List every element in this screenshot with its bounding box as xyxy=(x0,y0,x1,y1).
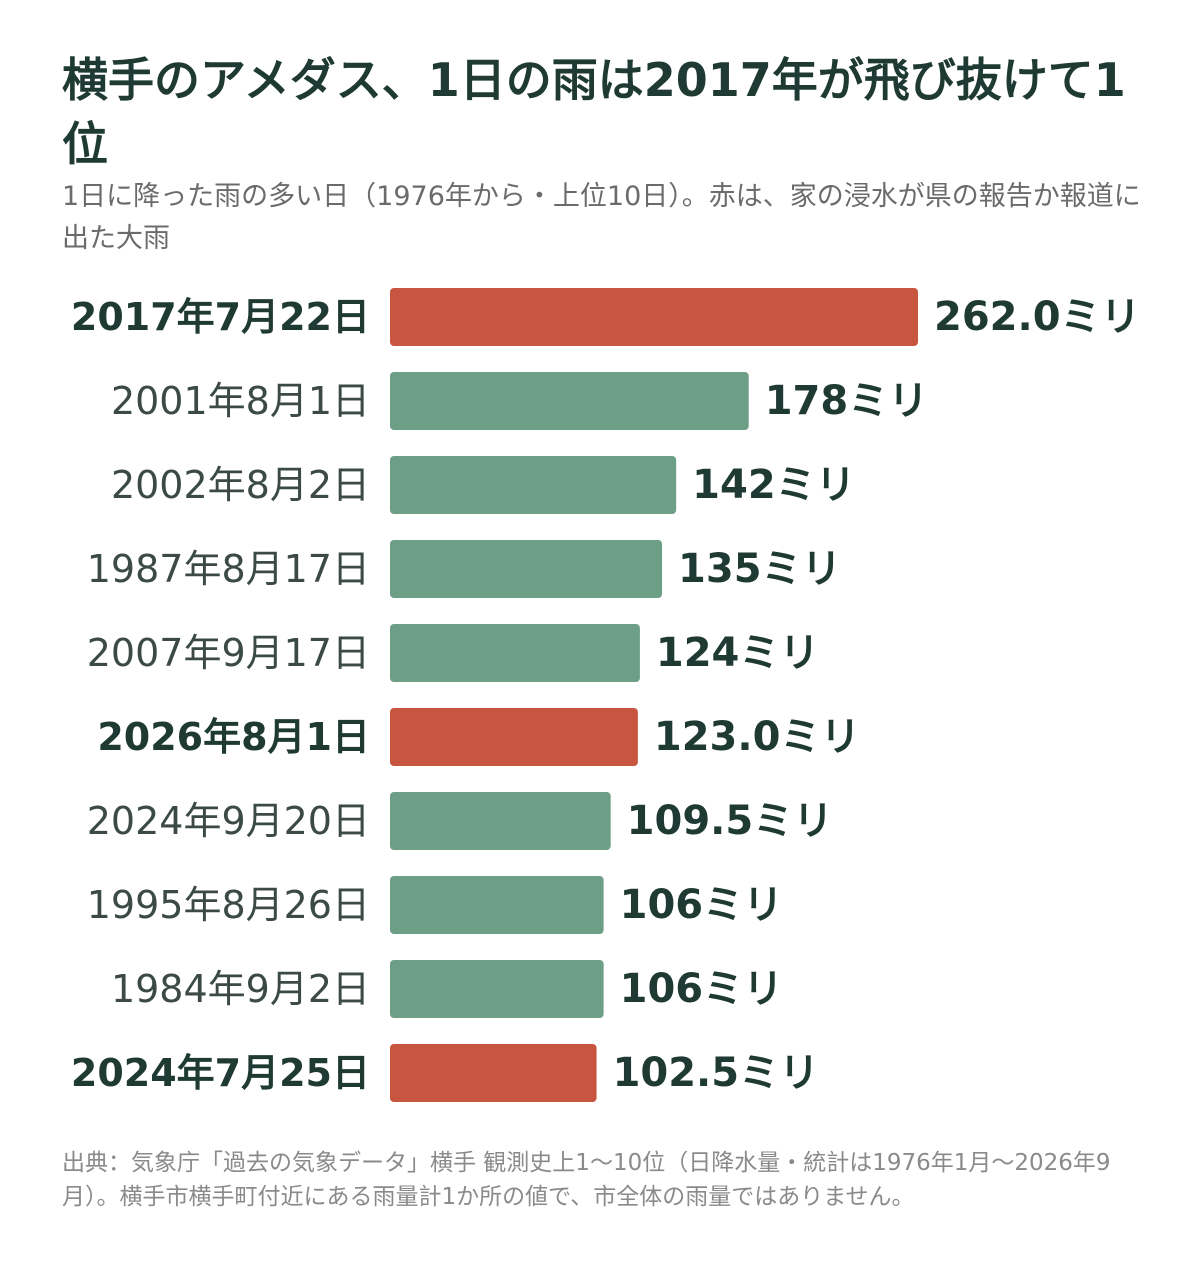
chart-title: 横手のアメダス、1日の雨は2017年が飛び抜けて1位 xyxy=(62,53,1126,171)
category-label: 2001年8月1日 xyxy=(111,379,370,423)
chart-subtitle: 1日に降った雨の多い日（1976年から・上位10日）。赤は、家の浸水が県の報告か… xyxy=(62,181,1141,254)
bar xyxy=(390,1044,597,1102)
value-label: 178ミリ xyxy=(765,378,929,424)
value-label: 102.5ミリ xyxy=(613,1050,820,1096)
source-note: 出典：気象庁「過去の気象データ」横手 観測史上1～10位（日降水量・統計は197… xyxy=(62,1150,1111,1210)
category-label: 1995年8月26日 xyxy=(87,883,370,927)
bar xyxy=(390,372,749,430)
category-label: 2017年7月22日 xyxy=(71,295,370,339)
bar xyxy=(390,792,611,850)
category-label: 2024年7月25日 xyxy=(71,1051,370,1095)
bar xyxy=(390,540,663,598)
category-label: 2002年8月2日 xyxy=(111,463,370,507)
value-label: 142ミリ xyxy=(692,462,856,508)
category-label: 2026年8月1日 xyxy=(97,715,370,759)
category-label: 1987年8月17日 xyxy=(87,547,370,591)
bar xyxy=(390,960,604,1018)
category-label: 2024年9月20日 xyxy=(87,799,370,843)
bar xyxy=(390,876,604,934)
value-label: 123.0ミリ xyxy=(654,714,861,760)
bar-chart: 2017年7月22日 262.0ミリ 2001年8月1日 178ミリ 2002年8月2日… xyxy=(71,288,1141,1102)
value-label: 109.5ミリ xyxy=(627,798,834,844)
category-label: 2007年9月17日 xyxy=(87,631,370,675)
bar xyxy=(390,456,677,514)
value-label: 262.0ミリ xyxy=(934,294,1141,340)
bar xyxy=(390,708,638,766)
value-label: 135ミリ xyxy=(678,546,842,592)
value-label: 124ミリ xyxy=(656,630,820,676)
value-label: 106ミリ xyxy=(620,966,784,1012)
bar xyxy=(390,288,918,346)
category-label: 1984年9月2日 xyxy=(111,967,370,1011)
value-label: 106ミリ xyxy=(620,882,784,928)
bar xyxy=(390,624,640,682)
